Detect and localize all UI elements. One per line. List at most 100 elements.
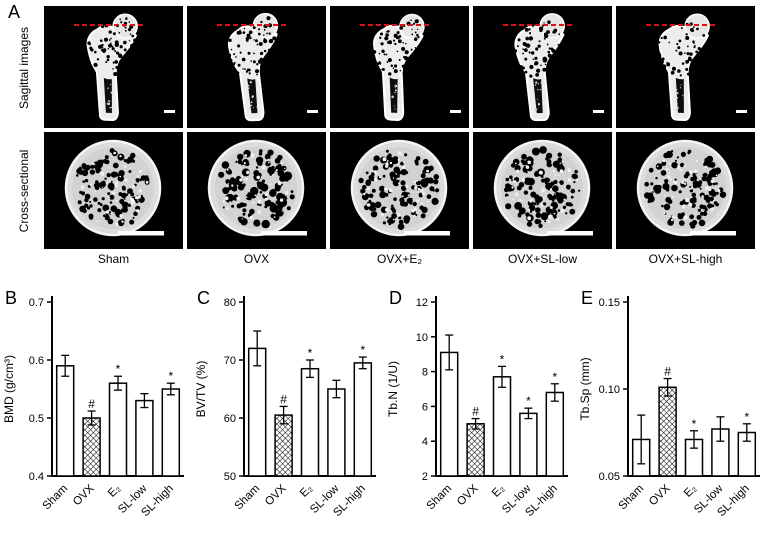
category-label: OVX bbox=[647, 482, 673, 508]
bar bbox=[327, 388, 346, 477]
y-tick-label: 12 bbox=[416, 297, 428, 309]
scale-bar bbox=[593, 110, 604, 113]
bar bbox=[353, 362, 373, 477]
sagittal-image-ovx-sl-high bbox=[616, 6, 755, 128]
femur-shape bbox=[227, 12, 280, 122]
bar bbox=[135, 399, 154, 477]
cross-sectional-image-ovx-sl-low bbox=[473, 132, 612, 249]
cross-sectional-image-sham bbox=[44, 132, 183, 249]
significance-annotation: * bbox=[744, 410, 749, 424]
y-tick-label: 60 bbox=[224, 413, 236, 425]
significance-annotation: * bbox=[360, 343, 365, 357]
bar bbox=[519, 412, 538, 477]
cross-sectional-image-ovx-sl-high bbox=[616, 132, 755, 249]
group-label-ovx: OVX bbox=[243, 252, 270, 266]
category-label: Sham bbox=[233, 483, 263, 513]
sagittal-image-ovx-sl-low bbox=[473, 6, 612, 128]
category-label: Sham bbox=[425, 483, 455, 513]
sagittal-image-ovx-e2 bbox=[330, 6, 469, 128]
category-label: Sham bbox=[617, 483, 647, 513]
y-axis-label: BV/TV (%) bbox=[194, 361, 208, 418]
category-label: Sham bbox=[41, 483, 71, 513]
charts-row: B 0.4 0.5 0.6 0.7 Sham # OVX * E₂ SL-low * SL-high B… bbox=[0, 288, 769, 540]
category-label: E₂ bbox=[106, 483, 123, 500]
significance-annotation: # bbox=[280, 392, 287, 406]
scale-bar bbox=[164, 110, 175, 113]
bone-cross-section bbox=[64, 139, 162, 237]
scale-bar bbox=[690, 231, 736, 236]
category-label: E₂ bbox=[490, 483, 507, 500]
category-label: OVX bbox=[455, 482, 481, 508]
panel-e: E 0.05 0.10 0.15 Sham # OVX * E₂ SL-low * SL-high T… bbox=[576, 288, 768, 540]
y-axis-label: Tb.Sp (mm) bbox=[578, 357, 592, 420]
category-label: OVX bbox=[263, 482, 289, 508]
significance-annotation: * bbox=[692, 417, 697, 431]
y-tick-label: 2 bbox=[422, 471, 428, 483]
panel-d-letter: D bbox=[389, 288, 402, 308]
significance-annotation: # bbox=[472, 405, 479, 419]
panel-b: B 0.4 0.5 0.6 0.7 Sham # OVX * E₂ SL-low * SL-high B… bbox=[0, 288, 192, 540]
bone-cross-section bbox=[636, 139, 734, 237]
y-tick-label: 80 bbox=[224, 297, 236, 309]
significance-annotation: * bbox=[168, 369, 173, 383]
bar bbox=[108, 382, 128, 477]
y-tick-label: 10 bbox=[416, 332, 428, 344]
bar bbox=[300, 367, 320, 477]
y-tick-label: 70 bbox=[224, 355, 236, 367]
panel-c: C 50 60 70 80 Sham # OVX * E₂ SL-low * SL-high BV/TV… bbox=[192, 288, 384, 540]
sagittal-image-sham bbox=[44, 6, 183, 128]
chart-tbsp: 0.050.100.15Sham#OVX*E₂SL-low*SL-highTb.… bbox=[578, 296, 760, 519]
panel-b-letter: B bbox=[5, 288, 18, 308]
scale-bar bbox=[261, 231, 307, 236]
group-label-ovx-sl-high: OVX+SL-high bbox=[648, 252, 723, 266]
significance-annotation: * bbox=[308, 346, 313, 360]
group-label-ovx-sl-low: OVX+SL-low bbox=[507, 252, 578, 266]
group-label-ovx-e2: OVX+E₂ bbox=[376, 252, 422, 266]
group-labels: Sham OVX OVX+E₂ OVX+SL-low OVX+SL-high bbox=[44, 252, 755, 266]
category-label: E₂ bbox=[682, 483, 699, 500]
y-tick-label: 8 bbox=[422, 367, 428, 379]
panel-c-letter: C bbox=[197, 288, 210, 308]
sagittal-row bbox=[44, 6, 755, 128]
bar bbox=[545, 391, 565, 477]
y-tick-label: 50 bbox=[224, 471, 236, 483]
category-label: OVX bbox=[71, 482, 97, 508]
bone-cross-section bbox=[493, 139, 591, 237]
bar bbox=[161, 388, 181, 477]
significance-annotation: # bbox=[88, 397, 95, 411]
panel-a-letter: A bbox=[8, 2, 21, 22]
category-label: E₂ bbox=[298, 483, 315, 500]
group-label-sham: Sham bbox=[97, 252, 130, 266]
cross-sectional-row bbox=[44, 132, 755, 249]
femur-shape bbox=[86, 13, 138, 121]
bar bbox=[55, 365, 75, 477]
significance-annotation: * bbox=[500, 352, 505, 366]
y-tick-label: 0.7 bbox=[29, 297, 44, 309]
scale-bar bbox=[118, 231, 164, 236]
scale-bar bbox=[307, 110, 318, 113]
y-tick-label: 6 bbox=[422, 401, 428, 413]
row-label-sagittal: Sagittal images bbox=[17, 26, 31, 110]
bar bbox=[247, 347, 267, 477]
chart-bmd: 0.40.50.60.7Sham#OVX*E₂SL-low*SL-highBMD… bbox=[2, 296, 184, 519]
sagittal-image-ovx bbox=[187, 6, 326, 128]
y-tick-label: 0.05 bbox=[599, 471, 620, 483]
bone-cross-section bbox=[207, 139, 305, 237]
y-axis-label: BMD (g/cm³) bbox=[2, 355, 16, 423]
scale-bar bbox=[547, 231, 593, 236]
y-tick-label: 0.5 bbox=[29, 413, 44, 425]
significance-annotation: * bbox=[526, 394, 531, 408]
cross-sectional-image-ovx-e2 bbox=[330, 132, 469, 249]
bone-cross-section bbox=[350, 139, 448, 237]
significance-annotation: # bbox=[664, 365, 671, 379]
row-label-cross-sectional: Cross-sectional bbox=[17, 149, 31, 233]
bar bbox=[658, 386, 677, 477]
bar bbox=[82, 417, 101, 477]
y-tick-label: 0.10 bbox=[599, 384, 620, 396]
bar bbox=[439, 351, 459, 477]
panel-e-letter: E bbox=[581, 288, 594, 308]
significance-annotation: * bbox=[552, 370, 557, 384]
scale-bar bbox=[736, 110, 747, 113]
